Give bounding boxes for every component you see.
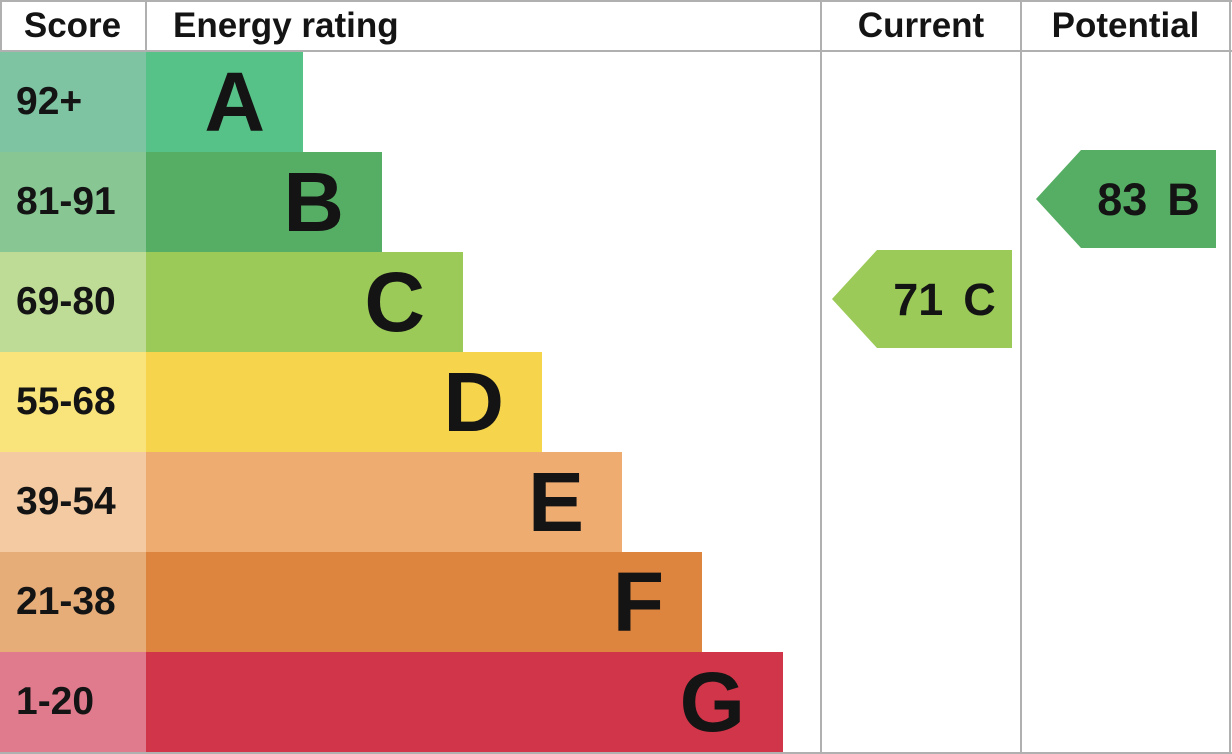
header-potential: Potential (1051, 6, 1200, 45)
rating-bar: F (146, 552, 702, 652)
band-row-c: 69-80 C (0, 252, 822, 352)
border-bottom (0, 752, 1232, 754)
current-column-divider (820, 0, 822, 754)
score-cell: 55-68 (0, 352, 146, 452)
band-row-b: 81-91 B (0, 152, 822, 252)
score-range-label: 69-80 (16, 280, 116, 323)
score-range-label: 39-54 (16, 480, 116, 523)
band-letter: G (679, 655, 745, 749)
border-top (0, 0, 1232, 2)
score-range-label: 92+ (16, 80, 83, 123)
header-score: Score (23, 6, 122, 45)
band-row-g: 1-20 G (0, 652, 822, 752)
rating-bar: B (146, 152, 382, 252)
score-range-label: 21-38 (16, 580, 116, 623)
rating-bar: A (146, 52, 303, 152)
border-right (1229, 0, 1231, 754)
score-cell: 21-38 (0, 552, 146, 652)
score-cell: 1-20 (0, 652, 146, 752)
band-row-e: 39-54 E (0, 452, 822, 552)
band-letter: C (364, 255, 425, 349)
score-range-label: 55-68 (16, 380, 116, 423)
header-energy-rating: Energy rating (173, 6, 399, 45)
current-rating-arrow: 71 C (832, 250, 1012, 348)
current-rating-grade: C (963, 273, 996, 325)
band-letter: F (612, 555, 664, 649)
score-cell: 39-54 (0, 452, 146, 552)
rating-bar: G (146, 652, 783, 752)
band-letter: E (527, 455, 584, 549)
band-row-d: 55-68 D (0, 352, 822, 452)
header-divider (0, 50, 1232, 52)
score-cell: 92+ (0, 52, 146, 152)
band-letter: B (283, 155, 344, 249)
score-cell: 81-91 (0, 152, 146, 252)
band-letter: A (204, 55, 265, 149)
header-border-left (0, 0, 2, 52)
rating-bar: E (146, 452, 622, 552)
score-cell: 69-80 (0, 252, 146, 352)
rating-bar: C (146, 252, 463, 352)
band-row-f: 21-38 F (0, 552, 822, 652)
header-current: Current (857, 6, 985, 45)
score-range-label: 81-91 (16, 180, 116, 223)
rating-bar: D (146, 352, 542, 452)
band-rows: 92+ A 81-91 B 69-80 C 55-68 D 39-54 E 21… (0, 52, 822, 752)
score-range-label: 1-20 (16, 680, 95, 723)
band-row-a: 92+ A (0, 52, 822, 152)
potential-rating-grade: B (1167, 173, 1200, 225)
potential-rating-value: 83 (1097, 173, 1148, 225)
current-rating-value: 71 (893, 273, 944, 325)
band-letter: D (443, 355, 504, 449)
potential-column-divider (1020, 0, 1022, 754)
score-column-divider (145, 0, 147, 52)
potential-rating-arrow: 83 B (1036, 150, 1216, 248)
